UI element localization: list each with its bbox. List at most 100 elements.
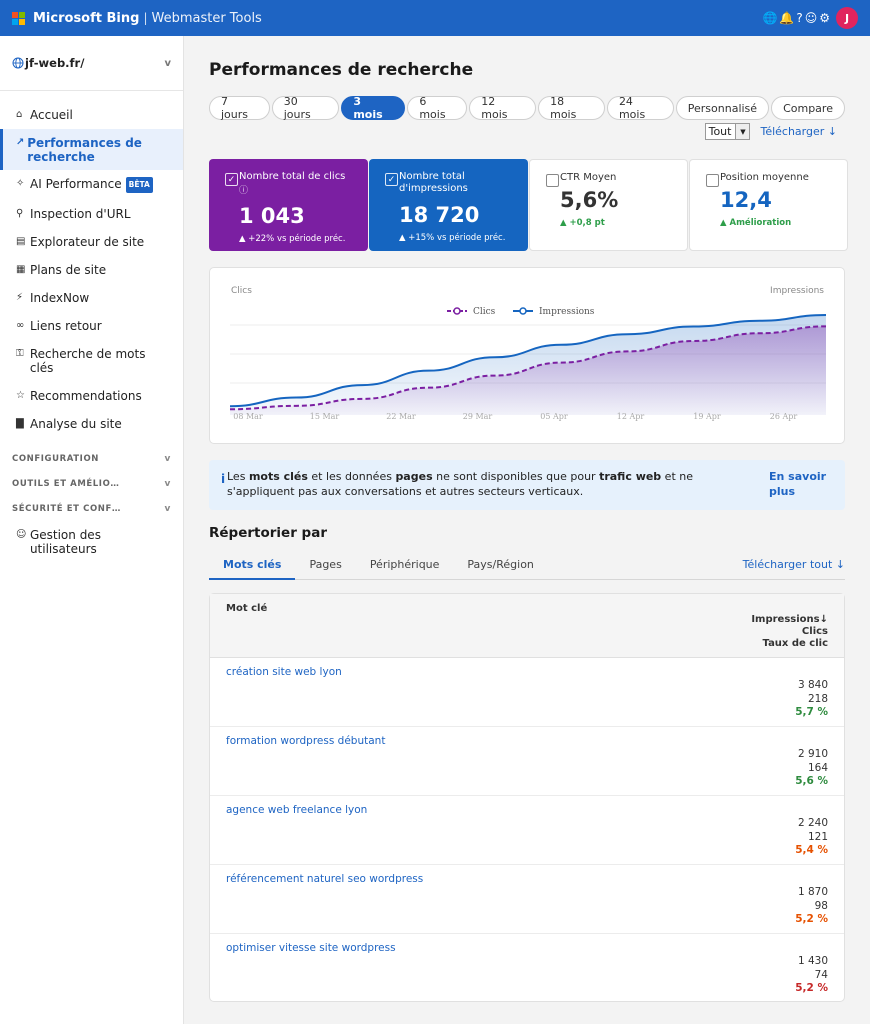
- impressions-value: 1 430: [797, 955, 828, 967]
- learn-more-link[interactable]: En savoir plus: [769, 470, 827, 498]
- table-body: création site web lyon 3 840 218 5,7 % forma…: [210, 658, 844, 1003]
- metric-delta: ▲ +15% vs période préc.: [399, 233, 506, 243]
- sidebar-item-0[interactable]: ⌂ Accueil: [0, 101, 183, 129]
- avatar[interactable]: J: [836, 7, 858, 29]
- range-chip[interactable]: 6 mois: [407, 95, 468, 121]
- range-chip[interactable]: Compare: [771, 96, 845, 120]
- range-chip[interactable]: 7 jours: [209, 95, 270, 121]
- sidebar-item-3[interactable]: ⚲ Inspection d'URL: [0, 200, 183, 228]
- col-clicks[interactable]: Clics: [801, 626, 828, 637]
- checkbox-icon[interactable]: [706, 174, 719, 187]
- sidebar-item-5[interactable]: ▦ Plans de site: [0, 256, 183, 284]
- ctr-value: 5,2 %: [795, 913, 828, 925]
- clicks-value: 98: [814, 899, 828, 912]
- sidebar-item-label: IndexNow: [30, 291, 90, 305]
- checkbox-icon[interactable]: ✓: [225, 173, 238, 186]
- date-range-chips: 7 jours 30 jours 3 mois 6 mois 12 mois 18 moi…: [209, 95, 845, 121]
- range-chip[interactable]: 3 mois: [341, 95, 406, 121]
- metric-card[interactable]: ✓ Nombre total d'impressions 18 720 ▲ +15% …: [369, 159, 528, 251]
- sidebar-item-users[interactable]: ☺ Gestion des utilisateurs: [0, 521, 183, 563]
- keyword-link[interactable]: création site web lyon: [226, 666, 342, 678]
- download-all-link[interactable]: Télécharger tout ↓: [742, 558, 845, 571]
- sidebar-item-2[interactable]: ✧ AI Performance BÊTA: [0, 170, 183, 200]
- page-title: Performances de recherche: [209, 60, 474, 80]
- sidebar-section-0[interactable]: CONFIGURATION v: [0, 446, 183, 471]
- sidebar-item-label: Inspection d'URL: [30, 207, 131, 221]
- earth-icon[interactable]: 🌐: [762, 11, 778, 25]
- range-chip[interactable]: Personnalisé: [675, 96, 770, 120]
- performance-chart: Clics Impressions Clics Impressions 08 Mar 15…: [209, 267, 845, 444]
- metric-value: 18 720: [399, 203, 480, 227]
- tab-2[interactable]: Périphérique: [369, 558, 440, 571]
- col-ctr[interactable]: Taux de clic: [762, 638, 828, 649]
- col-keyword[interactable]: Mot clé: [226, 603, 268, 614]
- tab-1[interactable]: Pages: [309, 558, 342, 571]
- impressions-line: [229, 314, 827, 408]
- col-impressions[interactable]: Impressions↓: [751, 614, 828, 625]
- checkbox-icon[interactable]: [546, 174, 559, 187]
- table-header: Mot clé Impressions↓ Clics Taux de clic: [210, 594, 844, 658]
- keyword-link[interactable]: optimiser vitesse site wordpress: [226, 942, 396, 954]
- download-link[interactable]: Télécharger ↓: [760, 125, 837, 138]
- impressions-value: 2 240: [797, 817, 828, 829]
- keyword-link[interactable]: référencement naturel seo wordpress: [226, 873, 424, 885]
- table-row[interactable]: formation wordpress débutant 2 910 164 5,6 …: [210, 727, 844, 796]
- range-chip[interactable]: 24 mois: [606, 95, 674, 121]
- sidebar-section-2[interactable]: SÉCURITÉ ET CONF… v: [0, 496, 183, 521]
- table-row[interactable]: référencement naturel seo wordpress 1 870…: [210, 865, 844, 934]
- site-selector[interactable]: jf-web.fr/ v: [0, 36, 183, 91]
- sidebar-item-4[interactable]: ▤ Explorateur de site: [0, 228, 183, 256]
- table-row[interactable]: agence web freelance lyon 2 240 121 5,4 %: [210, 796, 844, 865]
- key-icon: ⚿: [16, 348, 24, 359]
- magnifier-icon: ⚲: [16, 208, 24, 219]
- table-row[interactable]: optimiser vitesse site wordpress 1 430 74 5…: [210, 934, 844, 1003]
- metric-label: Nombre total d'impressions: [399, 171, 468, 194]
- checkbox-icon[interactable]: ✓: [385, 173, 398, 186]
- select-arrow-icon: ▼: [735, 124, 750, 139]
- impressions-value: 2 910: [797, 748, 828, 760]
- range-chip[interactable]: 30 jours: [271, 95, 340, 121]
- sidebar-item-10[interactable]: ▇ Analyse du site: [0, 410, 183, 438]
- sidebar-item-7[interactable]: ∞ Liens retour: [0, 312, 183, 340]
- info-icon[interactable]: ⓘ: [239, 186, 249, 196]
- x-tick-label: 26 Apr: [770, 412, 798, 421]
- metric-delta: ▲ +0,8 pt: [560, 218, 605, 228]
- chevron-down-icon: v: [164, 478, 171, 489]
- globe-icon: [12, 57, 24, 69]
- sidebar-item-6[interactable]: ⚡ IndexNow: [0, 284, 183, 312]
- range-chip[interactable]: 12 mois: [469, 95, 537, 121]
- sidebar-item-8[interactable]: ⚿ Recherche de mots clés: [0, 340, 183, 382]
- filter-select[interactable]: Tout ▼: [704, 123, 751, 140]
- beta-badge: BÊTA: [125, 177, 153, 193]
- keyword-link[interactable]: agence web freelance lyon: [226, 804, 368, 816]
- sidebar-item-1[interactable]: ↗ Performances de recherche: [0, 129, 183, 170]
- metric-card[interactable]: ✓ Nombre total de clics ⓘ 1 043 ▲ +22% vs pé…: [209, 159, 368, 251]
- metric-label: Nombre total de clics: [239, 171, 346, 182]
- users-icon: ☺: [16, 529, 27, 540]
- bolt-icon: ⚡: [16, 292, 24, 303]
- sidebar-item-9[interactable]: ☆ Recommendations: [0, 382, 183, 410]
- ctr-value: 5,7 %: [795, 706, 828, 718]
- table-row[interactable]: création site web lyon 3 840 218 5,7 %: [210, 658, 844, 727]
- dimension-tabs: Mots clés Pages Périphérique Pays/Région Tél…: [209, 550, 845, 580]
- sidebar-nav: ⌂ Accueil ↗ Performances de recherche ✧ AI Pe…: [0, 91, 183, 563]
- sidebar-item-label: Plans de site: [30, 263, 107, 277]
- gear-icon[interactable]: ⚙: [819, 11, 830, 25]
- bell-icon[interactable]: 🔔: [779, 11, 795, 25]
- smiley-icon[interactable]: ☺: [804, 11, 818, 25]
- range-chip[interactable]: 18 mois: [538, 95, 605, 121]
- tab-0[interactable]: Mots clés: [209, 550, 296, 580]
- metric-card[interactable]: Position moyenne 12,4 ▲ Amélioration: [689, 159, 848, 251]
- x-tick-label: 29 Mar: [463, 412, 493, 421]
- site-name: jf-web.fr/: [25, 56, 85, 70]
- chevron-down-icon: v: [164, 57, 171, 69]
- help-icon[interactable]: ?: [796, 11, 803, 25]
- sidebar-section-label: SÉCURITÉ ET CONF…: [12, 503, 121, 514]
- sidebar-section-label: OUTILS ET AMÉLIO…: [12, 478, 120, 489]
- metric-card[interactable]: CTR Moyen 5,6% ▲ +0,8 pt: [529, 159, 688, 251]
- sidebar-section-1[interactable]: OUTILS ET AMÉLIO… v: [0, 471, 183, 496]
- tab-3[interactable]: Pays/Région: [467, 558, 534, 571]
- keyword-link[interactable]: formation wordpress débutant: [226, 735, 386, 747]
- brand-name[interactable]: Microsoft Bing: [33, 10, 140, 26]
- ctr-value: 5,6 %: [795, 775, 828, 787]
